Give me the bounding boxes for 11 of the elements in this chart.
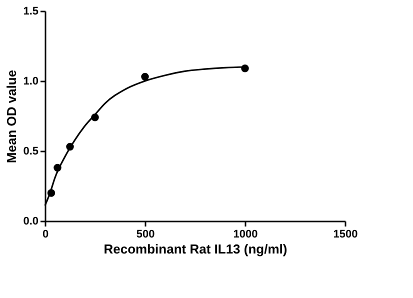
- y-axis-title: Mean OD value: [4, 70, 20, 164]
- x-axis-title: Recombinant Rat IL13 (ng/ml): [104, 242, 288, 256]
- x-tick-label: 0: [42, 228, 49, 240]
- y-tick-label: 1.5: [23, 6, 38, 18]
- y-tick-label: 0.5: [23, 146, 38, 158]
- y-tick-label: 1.0: [23, 76, 38, 88]
- x-tick-label: 1000: [233, 228, 258, 240]
- x-tick-label: 500: [136, 228, 155, 240]
- point: [141, 72, 149, 81]
- y-tick-label: 0.0: [23, 216, 38, 228]
- x-tick-label: 1500: [333, 228, 358, 240]
